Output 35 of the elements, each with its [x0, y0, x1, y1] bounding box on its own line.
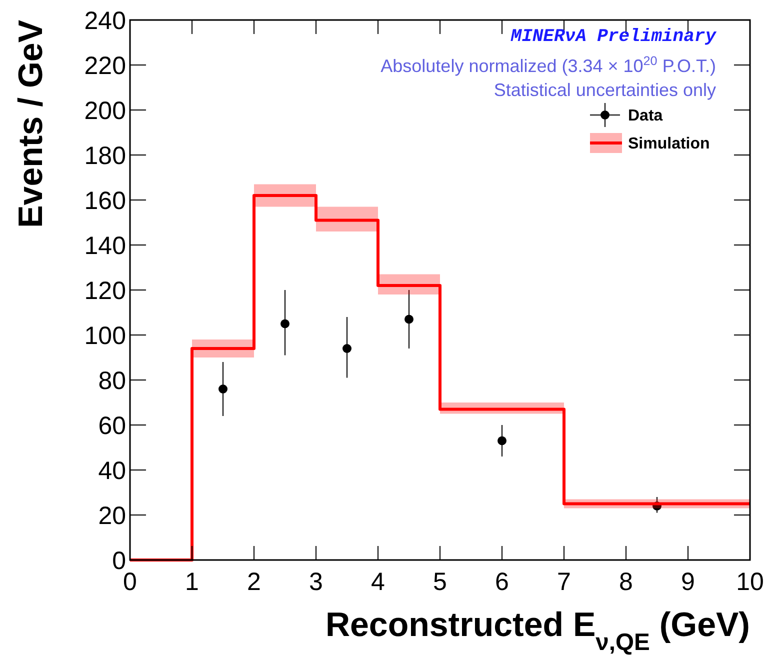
legend-label: Simulation: [628, 136, 710, 153]
y-tick-label: 160: [84, 186, 126, 215]
x-tick-label: 10: [736, 568, 764, 596]
y-axis-title: Events / GeV: [12, 20, 50, 228]
point: [498, 436, 506, 446]
point: [218, 384, 228, 394]
y-tick-label: 20: [98, 502, 126, 530]
point: [280, 319, 290, 328]
y-tick-label: 140: [84, 232, 126, 260]
y-tick-label: 80: [98, 366, 126, 395]
x-tick-label: 4: [371, 568, 386, 596]
annotation: Absolutely normalized (3.34 × 10$^{20}$ P.O.T.): [380, 54, 716, 76]
x-tick-label: 1: [185, 568, 199, 596]
y-tick-label: 60: [98, 412, 126, 440]
x-tick-label: 9: [681, 568, 695, 596]
y-tick-label: 220: [84, 52, 126, 80]
y-tick-label: 180: [84, 142, 126, 170]
x-tick-label: 3: [309, 568, 323, 596]
x-tick-label: 5: [433, 568, 447, 596]
annotation: Statistical uncertainties only: [494, 80, 716, 100]
y-tick-label: 40: [98, 456, 126, 485]
x-tick-label: 6: [495, 568, 509, 596]
point: [404, 314, 414, 324]
y-tick-label: 100: [84, 322, 126, 350]
x-tick-label: 8: [619, 568, 633, 596]
legend-label: Data: [628, 108, 663, 125]
point: [342, 344, 352, 353]
x-tick-label: 7: [557, 568, 571, 596]
x-axis-title: Reconstructed E$_{ν,QE}$ (GeV): [325, 606, 750, 656]
y-tick-label: 0: [112, 546, 126, 575]
x-tick-label: 2: [247, 568, 261, 596]
y-tick-label: 200: [84, 96, 126, 125]
annotation: MINERνA Preliminary: [510, 27, 718, 47]
y-tick-label: 240: [84, 6, 126, 35]
y-tick-label: 120: [84, 276, 126, 305]
